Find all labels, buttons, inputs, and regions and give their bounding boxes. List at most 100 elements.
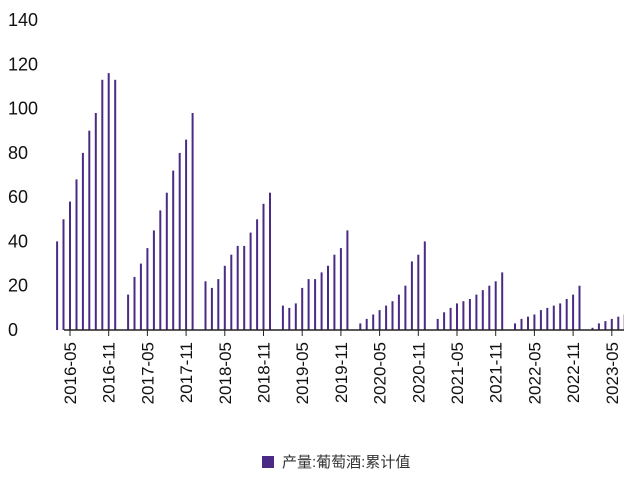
bar (146, 248, 149, 330)
bar (436, 318, 439, 330)
bar (75, 179, 78, 330)
y-axis: 0 20 40 60 80 100 120 140 (8, 10, 38, 340)
bar (572, 294, 575, 330)
bar (320, 272, 323, 330)
bar (249, 232, 252, 330)
x-tick-label: 2020-11 (409, 342, 428, 403)
bar (494, 281, 497, 330)
bar (481, 290, 484, 330)
x-tick-label: 2017-05 (138, 342, 157, 404)
y-tick-label: 100 (8, 99, 38, 119)
y-tick-label: 80 (8, 143, 28, 163)
x-tick-label: 2019-11 (332, 342, 351, 403)
y-tick-label: 20 (8, 276, 28, 296)
bar (378, 310, 381, 330)
bar (597, 323, 600, 330)
bar (365, 318, 368, 330)
bar (152, 230, 155, 330)
bar (114, 79, 117, 330)
bar (559, 303, 562, 330)
bar (159, 210, 162, 330)
y-tick-label: 140 (8, 10, 38, 30)
bar (172, 170, 175, 330)
bar (243, 245, 246, 330)
bar (165, 192, 168, 330)
x-tick-label: 2018-05 (216, 342, 235, 404)
y-tick-label: 60 (8, 187, 28, 207)
bar (539, 310, 542, 330)
bar (443, 312, 446, 330)
bar (372, 314, 375, 330)
x-tick-label: 2017-11 (177, 342, 196, 403)
bar (262, 203, 265, 330)
legend: 产量:葡萄酒:累计值 (262, 454, 410, 471)
x-tick-label: 2020-05 (371, 342, 390, 404)
bar (88, 130, 91, 330)
x-tick-label: 2023-05 (603, 342, 622, 404)
bar (178, 152, 181, 330)
y-tick-label: 0 (8, 320, 18, 340)
x-tick-label: 2016-11 (100, 342, 119, 403)
bar (139, 263, 142, 330)
bar (223, 265, 226, 330)
bar (230, 254, 233, 330)
bar (346, 230, 349, 330)
bar (314, 279, 317, 330)
bar (456, 303, 458, 330)
bar (62, 219, 65, 330)
x-tick-label: 2016-05 (61, 342, 80, 404)
bar (269, 192, 271, 330)
bar (327, 265, 329, 330)
bar (475, 294, 478, 330)
bar (468, 299, 471, 330)
bar (610, 318, 613, 330)
bar (256, 219, 259, 330)
bar (210, 287, 213, 330)
bar (391, 301, 394, 330)
y-tick-label: 120 (8, 54, 38, 74)
bar (204, 281, 207, 330)
bar (333, 254, 336, 330)
bar (449, 307, 452, 330)
bar (546, 307, 549, 330)
legend-label: 产量:葡萄酒:累计值 (282, 454, 410, 471)
bar (617, 316, 620, 330)
bar (191, 113, 194, 330)
bar (94, 113, 97, 330)
x-axis: 2016-05 2016-11 2017-05 2017-11 2018-05 2018-… (61, 330, 622, 404)
bar (591, 327, 594, 330)
legend-swatch (262, 456, 274, 468)
bar (359, 323, 362, 330)
bar (133, 276, 136, 330)
bar (397, 294, 400, 330)
bars (56, 73, 624, 330)
bar (527, 316, 529, 330)
bar (56, 241, 59, 330)
x-tick-label: 2021-05 (448, 342, 467, 404)
bar (404, 285, 407, 330)
bar (236, 245, 239, 330)
bar (107, 73, 110, 330)
y-tick-label: 40 (8, 231, 28, 251)
x-tick-label: 2021-11 (487, 342, 506, 403)
bar (69, 201, 71, 330)
bar (533, 314, 536, 330)
x-tick-label: 2022-05 (525, 342, 544, 404)
bar (101, 79, 104, 330)
bar (385, 305, 388, 330)
bar (81, 152, 84, 330)
bar (578, 285, 581, 330)
bar (339, 248, 342, 330)
x-tick-label: 2018-11 (255, 342, 274, 403)
bar (307, 279, 310, 330)
bar (185, 139, 188, 330)
bar (423, 241, 426, 330)
bar (552, 305, 555, 330)
bar (288, 307, 291, 330)
bar (281, 305, 284, 330)
bar (294, 303, 297, 330)
bar (127, 294, 130, 330)
bar (514, 323, 516, 330)
bar (462, 301, 465, 330)
